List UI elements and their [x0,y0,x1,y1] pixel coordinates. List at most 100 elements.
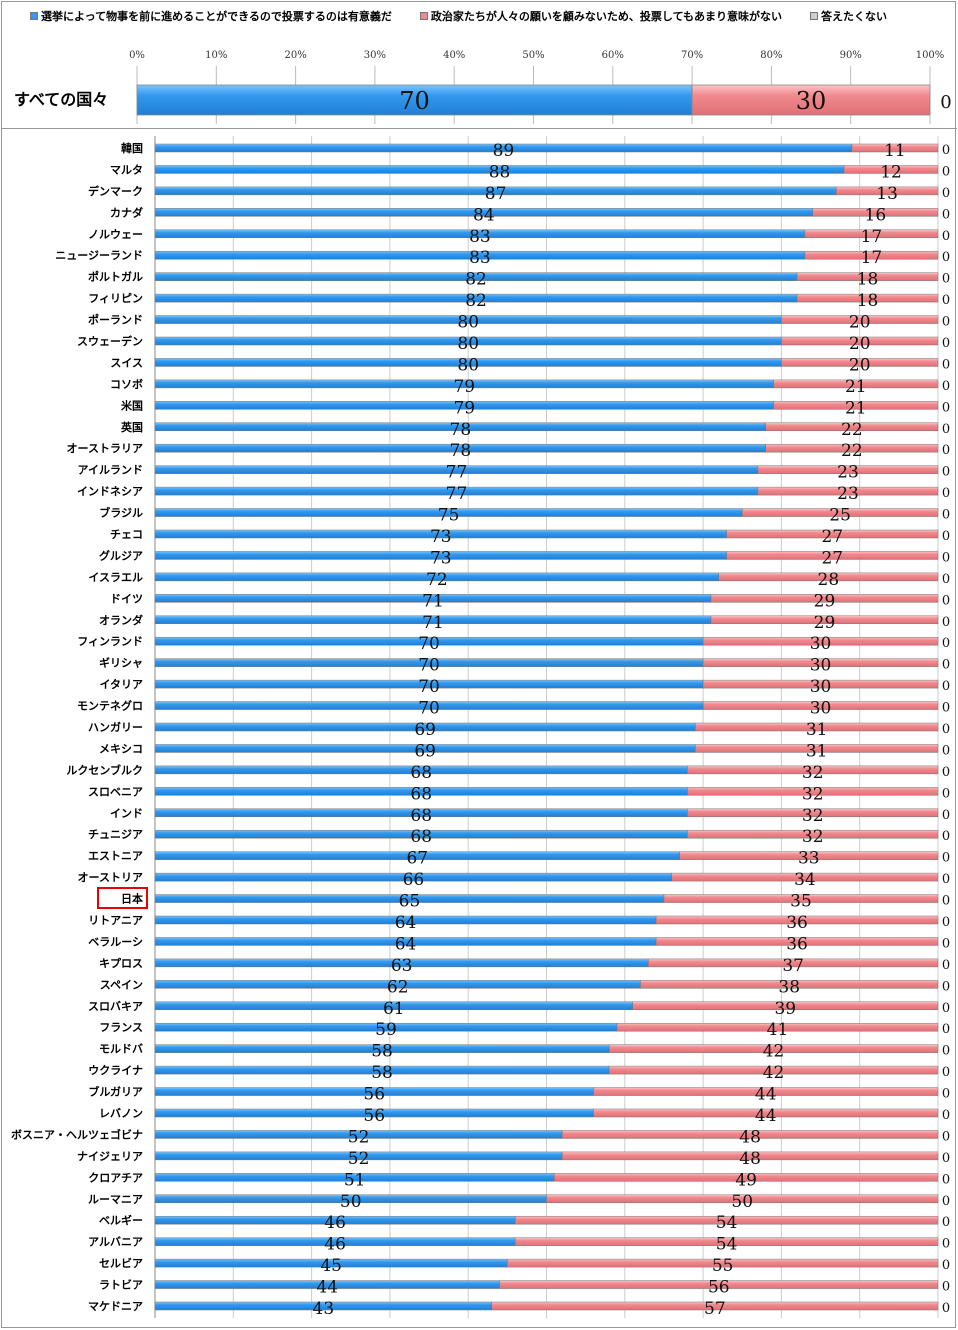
data-label: 17 [861,227,883,247]
data-label: 0 [942,1237,950,1252]
data-label: 0 [942,915,950,930]
data-label: 0 [942,315,950,330]
x-tick-label: 70% [681,50,703,61]
data-label: 0 [942,508,950,523]
data-label: 52 [348,1149,370,1169]
data-label: 0 [942,379,950,394]
category-label: フランス [99,1021,143,1034]
data-label: 46 [324,1235,346,1255]
data-label: 0 [942,1044,950,1059]
data-label: 50 [731,1192,753,1212]
data-label: 72 [426,570,448,590]
data-label: 79 [453,377,475,397]
bar-segment [757,486,939,496]
data-label: 0 [942,1301,950,1316]
data-label: 0 [942,1087,950,1102]
data-label: 0 [942,486,950,501]
category-label: オーストリア [78,871,143,884]
legend-label: 答えたくない [821,10,888,23]
data-label: 0 [942,829,950,844]
data-label: 0 [942,1065,950,1080]
category-label: ルクセンブルク [66,763,143,777]
data-label: 70 [399,87,430,115]
data-label: 44 [316,1278,338,1298]
data-label: 0 [942,979,950,994]
data-label: 0 [940,92,951,113]
data-label: 68 [410,763,432,783]
data-label: 20 [849,334,871,354]
data-label: 0 [942,143,950,158]
category-label: スロバキア [88,1000,143,1013]
data-label: 13 [876,184,898,204]
data-label: 67 [406,849,428,869]
category-label: ブラジル [99,506,143,520]
bar-segment [687,765,939,775]
bar-segment [695,722,939,732]
category-label: ハンガリー [88,720,143,734]
category-label: ベラルーシ [88,935,143,948]
data-label: 30 [810,677,832,697]
category-label: リトアニア [88,914,143,927]
bar-segment [691,84,931,116]
bar-segment [781,336,939,346]
data-label: 70 [418,656,440,676]
bar-segment [546,1194,939,1204]
data-label: 88 [489,162,511,182]
category-label: フィンランド [77,635,143,648]
data-label: 50 [340,1192,362,1212]
data-label: 37 [782,956,804,976]
category-label: オランダ [99,613,143,627]
category-label: イタリア [99,678,143,691]
x-tick-label: 40% [443,50,465,61]
data-label: 0 [942,958,950,973]
category-label: コソボ [110,377,143,391]
data-label: 0 [942,872,950,887]
x-tick-label: 20% [284,50,306,61]
bar-segment [671,872,939,882]
data-label: 0 [942,422,950,437]
data-label: 32 [802,784,824,804]
data-label: 43 [313,1299,335,1319]
category-label: 日本 [121,892,143,906]
category-label: オーストラリア [67,442,143,455]
data-label: 54 [716,1235,738,1255]
data-label: 23 [837,463,859,483]
bar-segment [702,701,939,710]
category-label: 韓国 [121,141,143,155]
data-label: 36 [786,934,808,954]
category-label: ラトビア [99,1278,143,1292]
bar-segment [640,980,939,989]
data-label: 0 [942,1022,950,1037]
data-label: 32 [802,806,824,826]
category-label: キプロス [99,956,143,970]
bar-segment [742,508,939,517]
category-label: スロベニア [88,785,143,798]
bar-segment [804,250,939,260]
bar-segment [514,1215,939,1225]
bar-segment [773,379,939,389]
data-label: 70 [418,677,440,697]
legend-item-meaningful: 選挙によって物事を前に進めることができるので投票するのは有意義だ [30,8,392,24]
data-label: 58 [371,1063,393,1083]
data-label: 48 [739,1127,761,1147]
data-label: 36 [786,913,808,933]
x-tick-label: 0% [129,50,145,61]
bar-segment [710,594,939,603]
data-label: 46 [324,1213,346,1233]
bar-segment [561,1130,939,1139]
data-label: 16 [865,205,887,225]
bar-segment [765,443,939,453]
category-label: グルジア [99,548,143,562]
data-label: 70 [418,634,440,654]
data-label: 45 [320,1256,342,1276]
legend-swatch-red [419,12,428,20]
data-label: 20 [849,313,871,333]
bar-segment [726,551,939,560]
category-label: スペイン [100,978,143,991]
data-label: 0 [942,1172,950,1187]
data-label: 69 [414,741,436,761]
data-label: 80 [457,334,479,354]
data-label: 0 [942,1215,950,1230]
data-label: 0 [942,658,950,673]
